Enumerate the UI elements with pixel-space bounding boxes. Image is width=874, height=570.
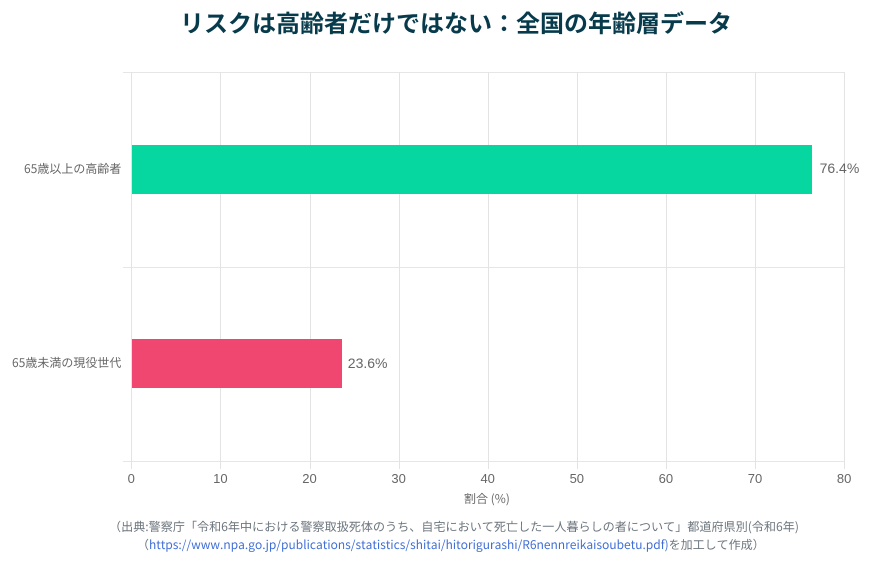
- svg-text:70: 70: [748, 471, 762, 486]
- svg-text:30: 30: [391, 471, 405, 486]
- svg-text:10: 10: [213, 471, 227, 486]
- svg-text:76.4%: 76.4%: [820, 160, 860, 176]
- svg-text:40: 40: [480, 471, 494, 486]
- svg-text:80: 80: [837, 471, 851, 486]
- svg-text:50: 50: [570, 471, 584, 486]
- svg-text:0: 0: [128, 471, 135, 486]
- svg-text:23.6%: 23.6%: [348, 355, 388, 371]
- svg-text:20: 20: [302, 471, 316, 486]
- svg-text:60: 60: [659, 471, 673, 486]
